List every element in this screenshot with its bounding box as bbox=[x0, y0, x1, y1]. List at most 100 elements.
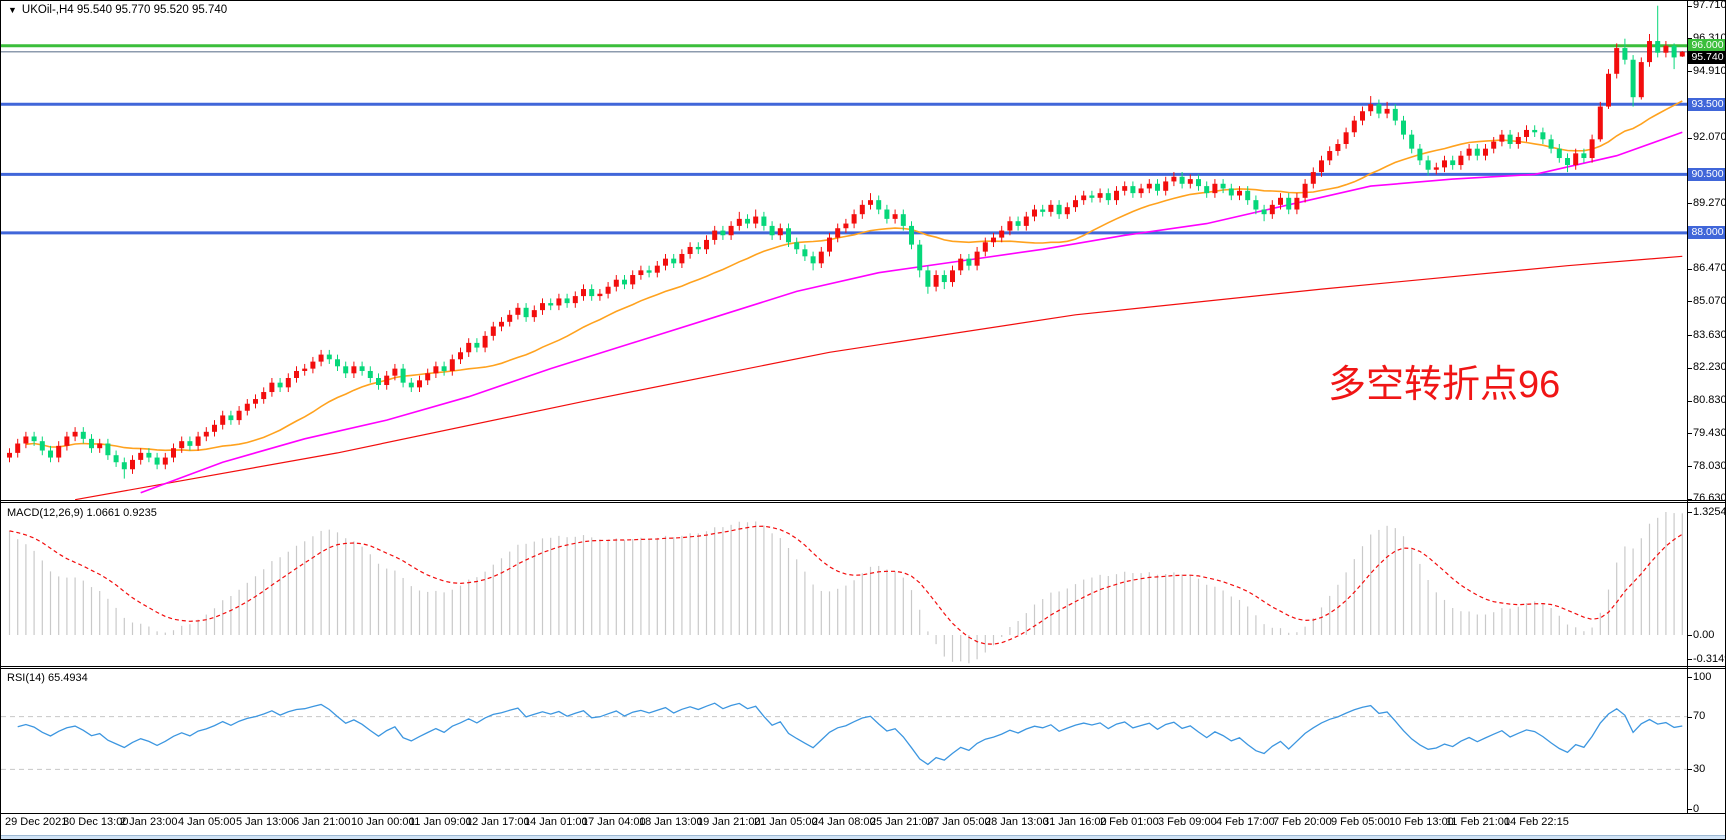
time-axis-label: 4 Jan 05:00 bbox=[178, 816, 236, 828]
time-axis-label: 17 Jan 04:00 bbox=[582, 816, 646, 828]
chart-text-annotation[interactable]: 多空转折点96 bbox=[1328, 364, 1561, 406]
candle-body bbox=[376, 377, 381, 386]
candle-body bbox=[1196, 179, 1201, 187]
candle-body bbox=[154, 457, 160, 465]
time-axis-label: 4 Feb 17:00 bbox=[1216, 816, 1275, 828]
candle-body bbox=[449, 359, 455, 371]
candle-body bbox=[326, 354, 332, 360]
candle-body bbox=[630, 275, 636, 285]
candle-body bbox=[687, 246, 693, 254]
candle-body bbox=[581, 289, 586, 297]
candle-body bbox=[1220, 183, 1226, 189]
price-tick bbox=[1687, 38, 1692, 39]
candle-body bbox=[695, 246, 701, 250]
candle-body bbox=[515, 307, 521, 315]
price-axis-line bbox=[1687, 1, 1688, 814]
candle-body bbox=[171, 448, 176, 458]
price-tick-label: 78.030 bbox=[1693, 460, 1726, 472]
candle-body bbox=[745, 218, 750, 224]
macd-indicator-label: MACD(12,26,9) 1.0661 0.9235 bbox=[7, 507, 157, 519]
candle-body bbox=[941, 275, 947, 283]
ma_magenta-line bbox=[140, 131, 1683, 494]
time-axis-label: 18 Jan 13:00 bbox=[639, 816, 703, 828]
panel-separator[interactable] bbox=[1, 502, 1725, 503]
candle-body bbox=[1647, 41, 1652, 63]
panel-separator[interactable] bbox=[1, 666, 1725, 667]
macd-tick bbox=[1687, 659, 1692, 660]
candle-body bbox=[1097, 193, 1103, 198]
candle-body bbox=[523, 307, 529, 318]
price-tick bbox=[1687, 368, 1692, 369]
candle-body bbox=[1294, 197, 1300, 210]
candle-body bbox=[892, 214, 898, 219]
candle-body bbox=[720, 230, 726, 236]
candle-body bbox=[1556, 148, 1562, 159]
candle-body bbox=[1499, 134, 1505, 142]
candle-body bbox=[638, 270, 644, 276]
candle-body bbox=[220, 415, 226, 425]
time-axis-label: 10 Feb 13:00 bbox=[1389, 816, 1454, 828]
main-price-panel[interactable] bbox=[1, 1, 1726, 501]
candle-body bbox=[1376, 104, 1382, 114]
candle-body bbox=[253, 399, 258, 404]
price-tick bbox=[1687, 499, 1692, 500]
time-axis-label: 19 Jan 21:00 bbox=[697, 816, 761, 828]
panel-separator[interactable] bbox=[1, 668, 1725, 669]
candle-body bbox=[1319, 160, 1324, 173]
candle-body bbox=[909, 225, 914, 245]
candle-body bbox=[392, 368, 398, 376]
macd-panel[interactable] bbox=[1, 503, 1687, 666]
rsi-indicator-label: RSI(14) 65.4934 bbox=[7, 672, 88, 684]
candle-body bbox=[1360, 111, 1365, 121]
candle-body bbox=[1524, 129, 1529, 137]
candle-body bbox=[991, 237, 996, 243]
rsi-tick-label: 30 bbox=[1693, 763, 1706, 775]
time-axis-label: 2 Feb 01:00 bbox=[1100, 816, 1159, 828]
macd-tick bbox=[1687, 635, 1692, 636]
price-tick-label: 89.270 bbox=[1693, 197, 1726, 209]
candle-body bbox=[1483, 148, 1488, 156]
candle-body bbox=[507, 314, 513, 322]
rsi-tick bbox=[1687, 769, 1692, 770]
panel-separator[interactable] bbox=[1, 500, 1725, 501]
price-tick bbox=[1687, 433, 1692, 434]
candle-body bbox=[1622, 48, 1628, 60]
candle-body bbox=[146, 452, 152, 458]
candle-body bbox=[384, 375, 390, 386]
rsi-tick-label: 70 bbox=[1693, 710, 1706, 722]
candle-body bbox=[999, 230, 1005, 238]
candle-body bbox=[1425, 160, 1431, 170]
candle-body bbox=[868, 200, 873, 205]
price-tick-label: 82.230 bbox=[1693, 361, 1726, 373]
candle-body bbox=[367, 370, 373, 378]
price-level-badge: 96.000 bbox=[1688, 39, 1725, 52]
candle-body bbox=[310, 361, 316, 369]
candle-body bbox=[982, 242, 988, 252]
candle-body bbox=[244, 403, 250, 411]
candle-body bbox=[105, 443, 111, 456]
candle-body bbox=[777, 228, 783, 236]
candle-body bbox=[31, 436, 37, 442]
candle-body bbox=[7, 452, 12, 458]
candle-body bbox=[1212, 183, 1218, 194]
candle-body bbox=[1565, 158, 1570, 166]
candle-body bbox=[613, 279, 619, 287]
rsi-panel[interactable] bbox=[1, 669, 1687, 813]
time-axis-label: 6 Jan 21:00 bbox=[293, 816, 351, 828]
price-level-badge: 90.500 bbox=[1688, 168, 1725, 181]
time-axis-label: 5 Jan 13:00 bbox=[236, 816, 294, 828]
candle-body bbox=[162, 457, 168, 465]
candle-body bbox=[1409, 134, 1415, 149]
candle-body bbox=[490, 326, 496, 336]
candle-body bbox=[441, 366, 447, 371]
time-axis-label: 27 Jan 05:00 bbox=[927, 816, 991, 828]
time-axis-label: 11 Feb 21:00 bbox=[1446, 816, 1511, 828]
rsi-tick-label: 100 bbox=[1693, 671, 1712, 683]
symbol-dropdown-icon[interactable]: ▼ bbox=[8, 5, 17, 15]
candle-body bbox=[769, 225, 775, 236]
candle-body bbox=[1466, 148, 1472, 156]
candle-body bbox=[1228, 188, 1234, 196]
candle-body bbox=[548, 303, 554, 306]
time-axis-label: 9 Feb 05:00 bbox=[1331, 816, 1390, 828]
